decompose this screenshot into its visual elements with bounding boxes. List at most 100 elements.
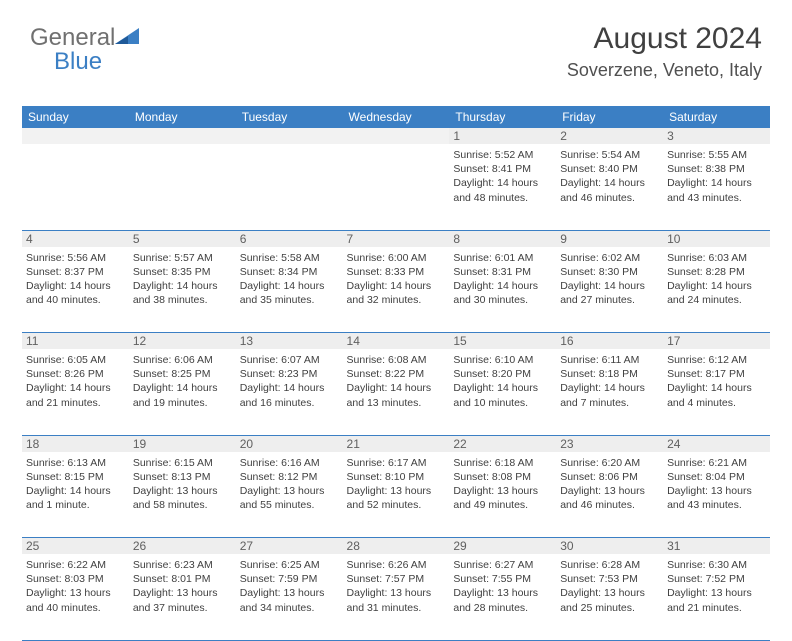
day-number: 22 xyxy=(449,435,556,452)
day-number: 24 xyxy=(663,435,770,452)
day-number xyxy=(236,128,343,144)
day-cell: Sunrise: 6:11 AMSunset: 8:18 PMDaylight:… xyxy=(556,349,663,435)
day-info: Sunrise: 6:30 AMSunset: 7:52 PMDaylight:… xyxy=(667,556,766,615)
calendar-table: Sunday Monday Tuesday Wednesday Thursday… xyxy=(22,106,770,641)
day-number: 29 xyxy=(449,538,556,555)
day-cell: Sunrise: 6:18 AMSunset: 8:08 PMDaylight:… xyxy=(449,452,556,538)
day-number xyxy=(343,128,450,144)
day-cell: Sunrise: 6:13 AMSunset: 8:15 PMDaylight:… xyxy=(22,452,129,538)
day-info: Sunrise: 6:26 AMSunset: 7:57 PMDaylight:… xyxy=(347,556,446,615)
day-cell: Sunrise: 6:03 AMSunset: 8:28 PMDaylight:… xyxy=(663,247,770,333)
day-info: Sunrise: 5:58 AMSunset: 8:34 PMDaylight:… xyxy=(240,249,339,308)
day-number: 7 xyxy=(343,230,450,247)
day-number: 1 xyxy=(449,128,556,144)
day-info: Sunrise: 5:57 AMSunset: 8:35 PMDaylight:… xyxy=(133,249,232,308)
month-title: August 2024 xyxy=(567,22,762,56)
day-number: 21 xyxy=(343,435,450,452)
day-info: Sunrise: 6:10 AMSunset: 8:20 PMDaylight:… xyxy=(453,351,552,410)
day-cell: Sunrise: 6:15 AMSunset: 8:13 PMDaylight:… xyxy=(129,452,236,538)
daynum-row: 123 xyxy=(22,128,770,144)
day-cell: Sunrise: 5:56 AMSunset: 8:37 PMDaylight:… xyxy=(22,247,129,333)
day-number: 17 xyxy=(663,333,770,350)
day-cell: Sunrise: 6:22 AMSunset: 8:03 PMDaylight:… xyxy=(22,554,129,640)
day-number: 14 xyxy=(343,333,450,350)
day-info: Sunrise: 6:28 AMSunset: 7:53 PMDaylight:… xyxy=(560,556,659,615)
day-number: 10 xyxy=(663,230,770,247)
day-number: 16 xyxy=(556,333,663,350)
day-info: Sunrise: 6:20 AMSunset: 8:06 PMDaylight:… xyxy=(560,454,659,513)
week-row: Sunrise: 5:56 AMSunset: 8:37 PMDaylight:… xyxy=(22,247,770,333)
day-info: Sunrise: 5:52 AMSunset: 8:41 PMDaylight:… xyxy=(453,146,552,205)
day-info: Sunrise: 6:16 AMSunset: 8:12 PMDaylight:… xyxy=(240,454,339,513)
day-cell: Sunrise: 6:25 AMSunset: 7:59 PMDaylight:… xyxy=(236,554,343,640)
day-info: Sunrise: 6:03 AMSunset: 8:28 PMDaylight:… xyxy=(667,249,766,308)
day-number: 3 xyxy=(663,128,770,144)
day-number: 30 xyxy=(556,538,663,555)
day-cell xyxy=(343,144,450,230)
day-header-sun: Sunday xyxy=(22,106,129,128)
day-cell: Sunrise: 5:58 AMSunset: 8:34 PMDaylight:… xyxy=(236,247,343,333)
day-cell xyxy=(236,144,343,230)
day-number: 20 xyxy=(236,435,343,452)
day-cell xyxy=(22,144,129,230)
day-cell: Sunrise: 6:16 AMSunset: 8:12 PMDaylight:… xyxy=(236,452,343,538)
brand-triangle-icon xyxy=(115,26,141,51)
day-number: 2 xyxy=(556,128,663,144)
day-number: 28 xyxy=(343,538,450,555)
day-cell: Sunrise: 6:20 AMSunset: 8:06 PMDaylight:… xyxy=(556,452,663,538)
day-number: 4 xyxy=(22,230,129,247)
day-number: 25 xyxy=(22,538,129,555)
day-info: Sunrise: 6:02 AMSunset: 8:30 PMDaylight:… xyxy=(560,249,659,308)
daynum-row: 11121314151617 xyxy=(22,333,770,350)
day-cell: Sunrise: 5:55 AMSunset: 8:38 PMDaylight:… xyxy=(663,144,770,230)
day-cell: Sunrise: 5:54 AMSunset: 8:40 PMDaylight:… xyxy=(556,144,663,230)
day-cell: Sunrise: 6:23 AMSunset: 8:01 PMDaylight:… xyxy=(129,554,236,640)
day-number: 9 xyxy=(556,230,663,247)
daynum-row: 25262728293031 xyxy=(22,538,770,555)
day-info: Sunrise: 6:06 AMSunset: 8:25 PMDaylight:… xyxy=(133,351,232,410)
day-cell: Sunrise: 5:57 AMSunset: 8:35 PMDaylight:… xyxy=(129,247,236,333)
daynum-row: 18192021222324 xyxy=(22,435,770,452)
day-info: Sunrise: 6:01 AMSunset: 8:31 PMDaylight:… xyxy=(453,249,552,308)
day-number: 6 xyxy=(236,230,343,247)
week-row: Sunrise: 6:05 AMSunset: 8:26 PMDaylight:… xyxy=(22,349,770,435)
day-number: 26 xyxy=(129,538,236,555)
week-row: Sunrise: 6:22 AMSunset: 8:03 PMDaylight:… xyxy=(22,554,770,640)
day-number: 18 xyxy=(22,435,129,452)
day-cell: Sunrise: 6:08 AMSunset: 8:22 PMDaylight:… xyxy=(343,349,450,435)
day-number: 15 xyxy=(449,333,556,350)
day-info: Sunrise: 6:22 AMSunset: 8:03 PMDaylight:… xyxy=(26,556,125,615)
calendar-body: 123Sunrise: 5:52 AMSunset: 8:41 PMDaylig… xyxy=(22,128,770,640)
day-number: 5 xyxy=(129,230,236,247)
day-cell: Sunrise: 6:05 AMSunset: 8:26 PMDaylight:… xyxy=(22,349,129,435)
day-info: Sunrise: 6:12 AMSunset: 8:17 PMDaylight:… xyxy=(667,351,766,410)
day-number xyxy=(129,128,236,144)
day-cell: Sunrise: 6:26 AMSunset: 7:57 PMDaylight:… xyxy=(343,554,450,640)
day-info: Sunrise: 5:54 AMSunset: 8:40 PMDaylight:… xyxy=(560,146,659,205)
day-number: 19 xyxy=(129,435,236,452)
day-info: Sunrise: 6:17 AMSunset: 8:10 PMDaylight:… xyxy=(347,454,446,513)
day-cell: Sunrise: 5:52 AMSunset: 8:41 PMDaylight:… xyxy=(449,144,556,230)
day-header-mon: Monday xyxy=(129,106,236,128)
brand-text-2: Blue xyxy=(54,48,102,75)
day-cell: Sunrise: 6:27 AMSunset: 7:55 PMDaylight:… xyxy=(449,554,556,640)
day-cell: Sunrise: 6:10 AMSunset: 8:20 PMDaylight:… xyxy=(449,349,556,435)
day-number: 12 xyxy=(129,333,236,350)
day-number: 27 xyxy=(236,538,343,555)
day-number: 23 xyxy=(556,435,663,452)
day-header-tue: Tuesday xyxy=(236,106,343,128)
location-text: Soverzene, Veneto, Italy xyxy=(567,60,762,81)
day-info: Sunrise: 6:11 AMSunset: 8:18 PMDaylight:… xyxy=(560,351,659,410)
day-info: Sunrise: 6:00 AMSunset: 8:33 PMDaylight:… xyxy=(347,249,446,308)
day-info: Sunrise: 6:13 AMSunset: 8:15 PMDaylight:… xyxy=(26,454,125,513)
day-cell: Sunrise: 6:06 AMSunset: 8:25 PMDaylight:… xyxy=(129,349,236,435)
day-cell: Sunrise: 6:12 AMSunset: 8:17 PMDaylight:… xyxy=(663,349,770,435)
day-cell: Sunrise: 6:02 AMSunset: 8:30 PMDaylight:… xyxy=(556,247,663,333)
day-number: 11 xyxy=(22,333,129,350)
day-cell: Sunrise: 6:30 AMSunset: 7:52 PMDaylight:… xyxy=(663,554,770,640)
day-info: Sunrise: 6:21 AMSunset: 8:04 PMDaylight:… xyxy=(667,454,766,513)
day-info: Sunrise: 6:23 AMSunset: 8:01 PMDaylight:… xyxy=(133,556,232,615)
day-header-row: Sunday Monday Tuesday Wednesday Thursday… xyxy=(22,106,770,128)
day-number: 13 xyxy=(236,333,343,350)
day-cell: Sunrise: 6:07 AMSunset: 8:23 PMDaylight:… xyxy=(236,349,343,435)
